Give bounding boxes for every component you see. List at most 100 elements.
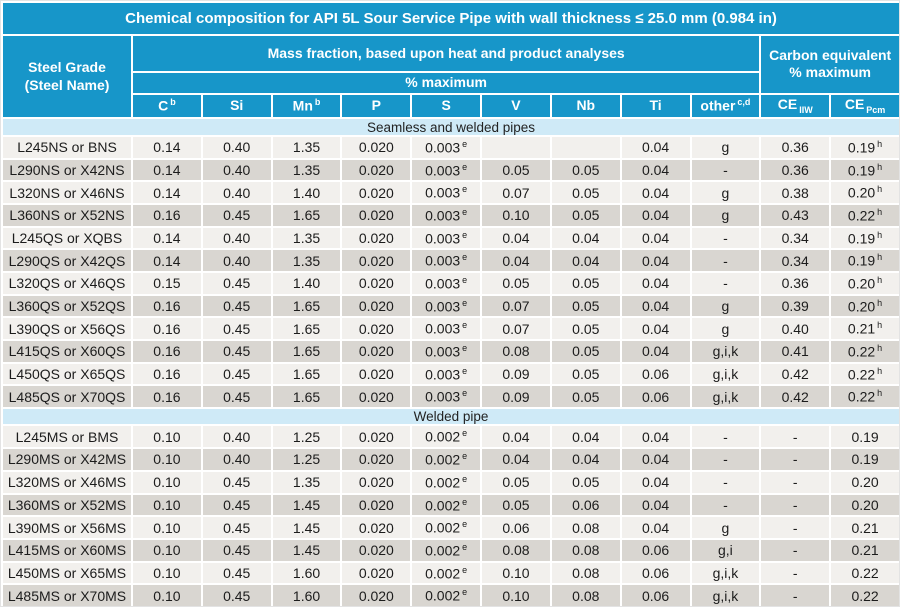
value-cell: 0.10 (133, 585, 201, 606)
value-cell: 0.16 (133, 340, 201, 362)
steel-grade-cell: L245MS or BMS (3, 426, 131, 448)
value-cell: - (761, 562, 830, 584)
col-group-header-carbon-equivalent: Carbon equivalent % maximum (761, 35, 899, 93)
col-header-ti: Ti (621, 94, 690, 118)
value-cell: g (691, 204, 760, 226)
value-cell: 0.06 (551, 494, 620, 516)
header-row-percent-maximum: % maximum (3, 73, 899, 93)
value-cell: 0.04 (551, 449, 620, 470)
value-cell: - (691, 250, 760, 271)
value-cell: 0.15 (133, 272, 201, 294)
value-cell: 1.35 (272, 471, 341, 493)
value-cell: 0.45 (202, 471, 271, 493)
value-cell: 0.22 h (831, 363, 899, 385)
value-cell: 0.10 (133, 471, 201, 493)
value-cell: 0.04 (621, 471, 690, 493)
value-cell: 0.003 e (412, 295, 481, 317)
value-cell: 0.04 (621, 250, 690, 271)
value-cell: 0.020 (342, 182, 411, 203)
value-cell: 0.06 (482, 517, 550, 538)
value-cell: 0.05 (551, 386, 620, 407)
table-row: L290MS or X42MS 0.10 0.40 1.25 0.020 0.002 e 0.… (3, 449, 899, 470)
value-cell: 0.10 (482, 562, 550, 584)
steel-grade-cell: L360NS or X52NS (3, 204, 131, 226)
value-cell: 0.22 (831, 562, 899, 584)
value-cell: 0.45 (202, 340, 271, 362)
steel-grade-label-line2: (Steel Name) (24, 76, 110, 93)
value-cell: 0.06 (621, 562, 690, 584)
value-cell: 0.04 (482, 449, 550, 470)
value-cell (551, 136, 620, 158)
value-cell: 0.04 (621, 136, 690, 158)
value-cell: 1.35 (272, 227, 341, 249)
steel-grade-cell: L415QS or X60QS (3, 340, 131, 362)
table-row: L485MS or X70MS 0.10 0.45 1.60 0.020 0.002 e 0.… (3, 585, 899, 606)
value-cell: 0.002 e (412, 494, 481, 516)
value-cell: 0.04 (621, 426, 690, 448)
table-row: L320QS or X46QS 0.15 0.45 1.40 0.020 0.003 e 0.… (3, 272, 899, 294)
value-cell: 0.22 h (831, 386, 899, 407)
col-header-ce-pcm: CE Pcm (831, 94, 899, 118)
value-cell: g,i,k (691, 386, 760, 407)
value-cell: 0.04 (621, 449, 690, 470)
value-cell: 1.40 (272, 182, 341, 203)
value-cell: 0.14 (133, 250, 201, 271)
value-cell: 0.04 (621, 227, 690, 249)
value-cell: 0.04 (621, 295, 690, 317)
value-cell: 0.41 (761, 340, 830, 362)
value-cell: 0.40 (202, 227, 271, 249)
steel-grade-cell: L390MS or X56MS (3, 517, 131, 538)
value-cell: 0.21 (831, 517, 899, 538)
value-cell: 0.08 (551, 517, 620, 538)
steel-grade-cell: L245NS or BNS (3, 136, 131, 158)
col-header-v: V (482, 94, 550, 118)
value-cell: 0.10 (133, 449, 201, 470)
value-cell: 0.22 (831, 585, 899, 606)
value-cell: 0.08 (482, 340, 550, 362)
value-cell: 1.60 (272, 562, 341, 584)
value-cell: 1.35 (272, 159, 341, 181)
value-cell: 0.020 (342, 386, 411, 407)
value-cell: 0.002 e (412, 585, 481, 606)
value-cell: - (691, 159, 760, 181)
value-cell: g,i,k (691, 585, 760, 606)
value-cell: 0.10 (133, 426, 201, 448)
value-cell: - (761, 494, 830, 516)
value-cell: 0.19 h (831, 159, 899, 181)
value-cell: 1.25 (272, 426, 341, 448)
value-cell: - (761, 449, 830, 470)
steel-grade-cell: L450QS or X65QS (3, 363, 131, 385)
value-cell: 0.05 (551, 318, 620, 339)
value-cell: 1.45 (272, 517, 341, 538)
value-cell: 1.45 (272, 539, 341, 561)
value-cell: 0.19 (831, 426, 899, 448)
col-header-ce-iiw: CE IIW (761, 94, 830, 118)
value-cell: 0.34 (761, 250, 830, 271)
value-cell: 0.45 (202, 494, 271, 516)
value-cell: 0.45 (202, 272, 271, 294)
value-cell: 0.020 (342, 449, 411, 470)
steel-grade-cell: L450MS or X65MS (3, 562, 131, 584)
value-cell: 0.020 (342, 295, 411, 317)
section-header-label: Seamless and welded pipes (3, 119, 899, 135)
value-cell: 0.08 (482, 539, 550, 561)
table-row: L450MS or X65MS 0.10 0.45 1.60 0.020 0.002 e 0.… (3, 562, 899, 584)
value-cell: 0.36 (761, 159, 830, 181)
value-cell: 0.04 (621, 318, 690, 339)
section-row: Welded pipe (3, 408, 899, 425)
value-cell: 0.003 e (412, 136, 481, 158)
value-cell: 0.40 (761, 318, 830, 339)
table-title: Chemical composition for API 5L Sour Ser… (3, 3, 899, 34)
value-cell: - (691, 426, 760, 448)
value-cell: 0.36 (761, 272, 830, 294)
value-cell: g (691, 295, 760, 317)
value-cell: 0.003 e (412, 250, 481, 271)
table-row: L360NS or X52NS 0.16 0.45 1.65 0.020 0.003 e 0.… (3, 204, 899, 226)
value-cell: 0.10 (482, 585, 550, 606)
value-cell: 0.16 (133, 363, 201, 385)
value-cell: 0.16 (133, 386, 201, 407)
steel-grade-cell: L415MS or X60MS (3, 539, 131, 561)
value-cell: 1.45 (272, 494, 341, 516)
value-cell: 0.04 (621, 182, 690, 203)
